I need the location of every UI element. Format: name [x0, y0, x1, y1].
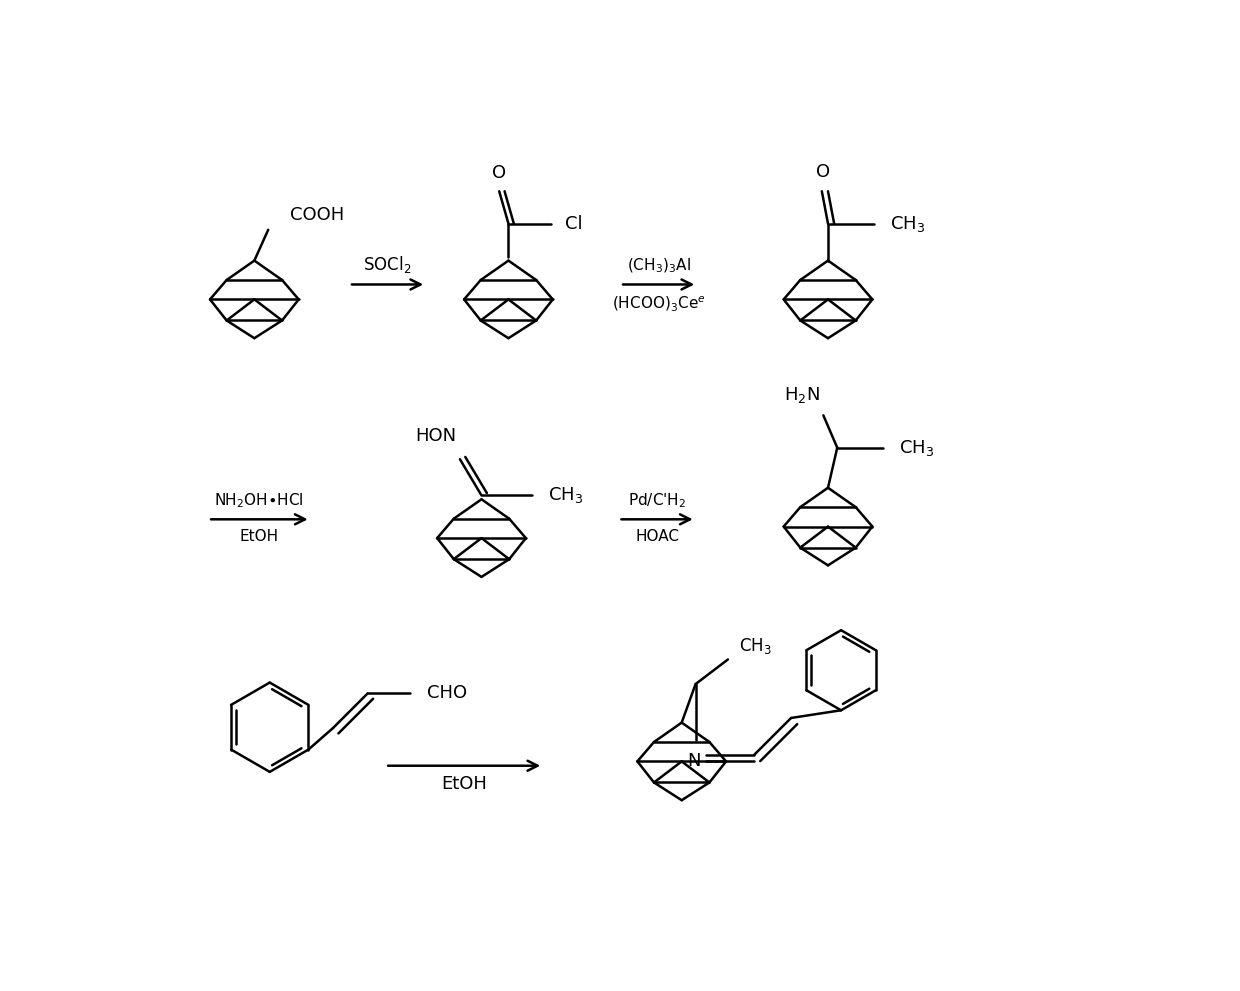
- Text: O: O: [816, 163, 831, 180]
- Text: CH$_3$: CH$_3$: [739, 635, 773, 656]
- Text: O: O: [492, 165, 506, 182]
- Text: (HCOO)$_3$Ce$^{e}$: (HCOO)$_3$Ce$^{e}$: [611, 293, 706, 313]
- Text: Cl: Cl: [564, 215, 583, 233]
- Text: CHO: CHO: [427, 685, 467, 703]
- Text: EtOH: EtOH: [239, 528, 279, 543]
- Text: HON: HON: [415, 427, 456, 445]
- Text: N: N: [687, 752, 701, 770]
- Text: CH$_3$: CH$_3$: [899, 438, 934, 458]
- Text: SOCl$_2$: SOCl$_2$: [363, 255, 412, 275]
- Text: Pd/C'H$_2$: Pd/C'H$_2$: [627, 492, 686, 510]
- Text: EtOH: EtOH: [441, 775, 487, 793]
- Text: H$_2$N: H$_2$N: [784, 385, 820, 404]
- Text: NH$_2$OH$\bullet$HCl: NH$_2$OH$\bullet$HCl: [215, 492, 304, 510]
- Text: HOAC: HOAC: [635, 528, 680, 543]
- Text: (CH$_3$)$_3$Al: (CH$_3$)$_3$Al: [626, 257, 691, 275]
- Text: CH$_3$: CH$_3$: [548, 486, 584, 505]
- Text: CH$_3$: CH$_3$: [889, 214, 925, 234]
- Text: COOH: COOH: [290, 206, 343, 224]
